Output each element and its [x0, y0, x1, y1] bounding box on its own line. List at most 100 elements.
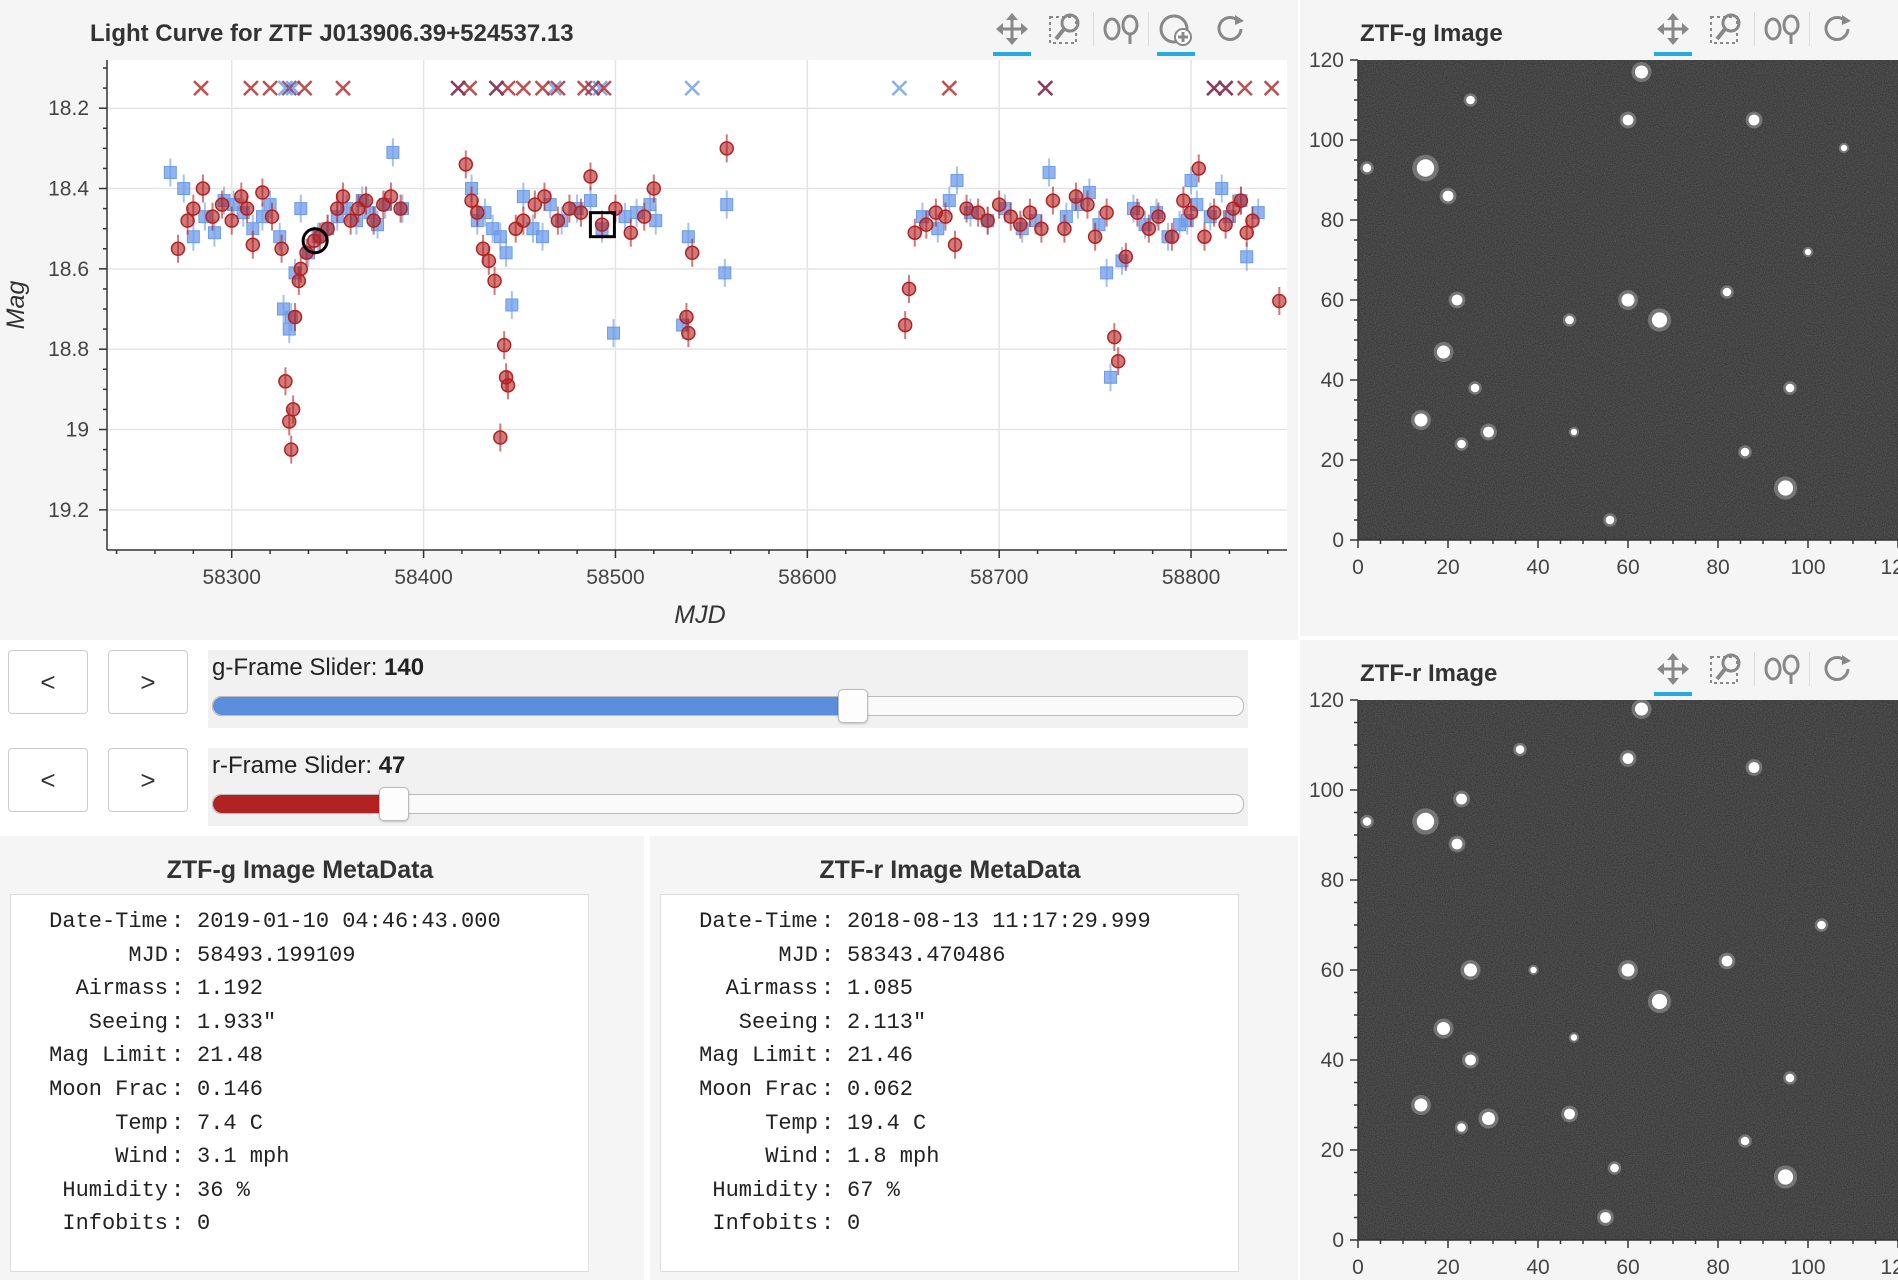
g-data-point[interactable]: [720, 198, 734, 212]
r-data-point[interactable]: [1141, 221, 1157, 236]
r-data-point[interactable]: [1245, 213, 1260, 228]
r-data-point[interactable]: [1233, 193, 1249, 208]
r-data-point[interactable]: [329, 201, 345, 216]
r-data-point[interactable]: [1022, 205, 1038, 220]
g-next-button[interactable]: >: [108, 650, 188, 714]
r-data-point[interactable]: [255, 185, 270, 200]
g-data-point[interactable]: [649, 214, 663, 228]
g-data-point[interactable]: [1042, 165, 1056, 179]
g-data-point[interactable]: [1100, 266, 1114, 280]
r-data-point[interactable]: [287, 309, 303, 325]
r-data-point[interactable]: [583, 169, 598, 184]
r-data-point[interactable]: [234, 189, 249, 204]
r-image-plot[interactable]: 0 20 40 60 80 100 120 0 20 40 60 80 100 120: [1300, 680, 1898, 1280]
g-data-point[interactable]: [1240, 250, 1254, 264]
g-data-point[interactable]: [273, 230, 287, 244]
r-data-point[interactable]: [293, 261, 309, 277]
r-data-point[interactable]: [195, 181, 211, 196]
r-data-point[interactable]: [1272, 293, 1287, 309]
r-data-point[interactable]: [1164, 229, 1180, 244]
r-data-point[interactable]: [464, 193, 479, 208]
r-data-point[interactable]: [1087, 229, 1103, 244]
g-hover-tool-button[interactable]: [1755, 2, 1809, 56]
g-data-point[interactable]: [186, 230, 200, 244]
r-data-point[interactable]: [393, 201, 408, 216]
r-data-point[interactable]: [264, 209, 280, 224]
g-data-point[interactable]: [499, 246, 513, 260]
r-next-button[interactable]: >: [108, 748, 188, 812]
g-image-plot[interactable]: 0 20 40 60 80 100 120 0 20 40 60 80 100 120: [1300, 40, 1898, 600]
g-data-point[interactable]: [1082, 186, 1096, 200]
r-data-point[interactable]: [1068, 189, 1084, 204]
r-data-point[interactable]: [487, 273, 502, 289]
pan-tool-button[interactable]: [985, 2, 1039, 56]
r-data-point[interactable]: [646, 181, 662, 196]
r-hover-tool-button[interactable]: [1755, 642, 1809, 696]
g-data-point[interactable]: [177, 182, 191, 196]
r-data-point[interactable]: [1003, 209, 1018, 224]
r-data-point[interactable]: [636, 209, 652, 224]
r-data-point[interactable]: [285, 402, 301, 417]
r-data-point[interactable]: [1057, 221, 1072, 236]
g-data-point[interactable]: [1059, 210, 1073, 224]
r-slider-handle[interactable]: [379, 787, 410, 821]
box-zoom-tool-button[interactable]: [1039, 2, 1093, 56]
g-data-point[interactable]: [1215, 182, 1229, 196]
wheel-zoom-tool-button[interactable]: [1149, 2, 1203, 56]
r-data-point[interactable]: [1045, 193, 1061, 208]
r-data-point[interactable]: [274, 241, 289, 257]
r-data-point[interactable]: [907, 225, 923, 240]
reset-tool-button[interactable]: [1203, 2, 1257, 56]
r-data-point[interactable]: [496, 337, 512, 353]
g-data-point[interactable]: [526, 222, 540, 236]
g-reset-tool-button[interactable]: [1810, 2, 1864, 56]
r-data-point[interactable]: [1191, 161, 1206, 176]
r-data-point[interactable]: [1218, 217, 1233, 232]
r-data-point[interactable]: [186, 201, 201, 216]
g-prev-button[interactable]: <: [8, 650, 88, 714]
r-data-point[interactable]: [239, 201, 255, 216]
r-data-point[interactable]: [283, 442, 299, 457]
r-data-point[interactable]: [493, 430, 508, 445]
g-box-zoom-tool-button[interactable]: [1700, 2, 1754, 56]
r-data-point[interactable]: [1034, 221, 1049, 236]
g-slider-handle[interactable]: [837, 689, 868, 723]
g-data-point[interactable]: [1103, 370, 1117, 384]
g-data-point[interactable]: [294, 202, 308, 216]
r-data-point[interactable]: [1130, 205, 1145, 220]
r-data-point[interactable]: [684, 245, 700, 261]
g-data-point[interactable]: [207, 226, 221, 240]
r-data-point[interactable]: [458, 157, 474, 172]
r-data-point[interactable]: [594, 217, 610, 232]
r-slider-track[interactable]: [212, 787, 1244, 821]
r-data-point[interactable]: [475, 241, 491, 257]
r-data-point[interactable]: [1107, 329, 1122, 345]
g-data-point[interactable]: [163, 165, 177, 179]
r-data-point[interactable]: [278, 374, 293, 389]
r-data-point[interactable]: [681, 325, 696, 341]
r-data-point[interactable]: [1110, 353, 1126, 369]
r-data-point[interactable]: [343, 213, 358, 228]
g-data-point[interactable]: [516, 190, 530, 204]
r-data-point[interactable]: [224, 213, 239, 228]
r-data-point[interactable]: [358, 193, 374, 208]
r-data-point[interactable]: [516, 213, 531, 228]
g-data-point[interactable]: [536, 230, 550, 244]
r-data-point[interactable]: [550, 213, 566, 228]
g-data-point[interactable]: [263, 198, 277, 212]
r-data-point[interactable]: [1197, 229, 1212, 244]
r-box-zoom-tool-button[interactable]: [1700, 642, 1754, 696]
g-data-point[interactable]: [718, 266, 732, 280]
r-pan-tool-button[interactable]: [1646, 642, 1700, 696]
r-data-point[interactable]: [980, 213, 995, 228]
r-data-point[interactable]: [1013, 217, 1028, 232]
r-data-point[interactable]: [573, 205, 589, 220]
light-curve-chart[interactable]: 58300 58400 58500 58600 58700 58800 18.2 18.4 18…: [0, 50, 1298, 640]
g-data-point[interactable]: [931, 222, 945, 236]
g-slider-track[interactable]: [212, 689, 1244, 723]
r-data-point[interactable]: [481, 253, 497, 269]
r-data-point[interactable]: [1080, 197, 1095, 212]
r-data-point[interactable]: [901, 281, 917, 297]
r-data-point[interactable]: [1099, 205, 1114, 220]
g-data-point[interactable]: [505, 298, 519, 312]
